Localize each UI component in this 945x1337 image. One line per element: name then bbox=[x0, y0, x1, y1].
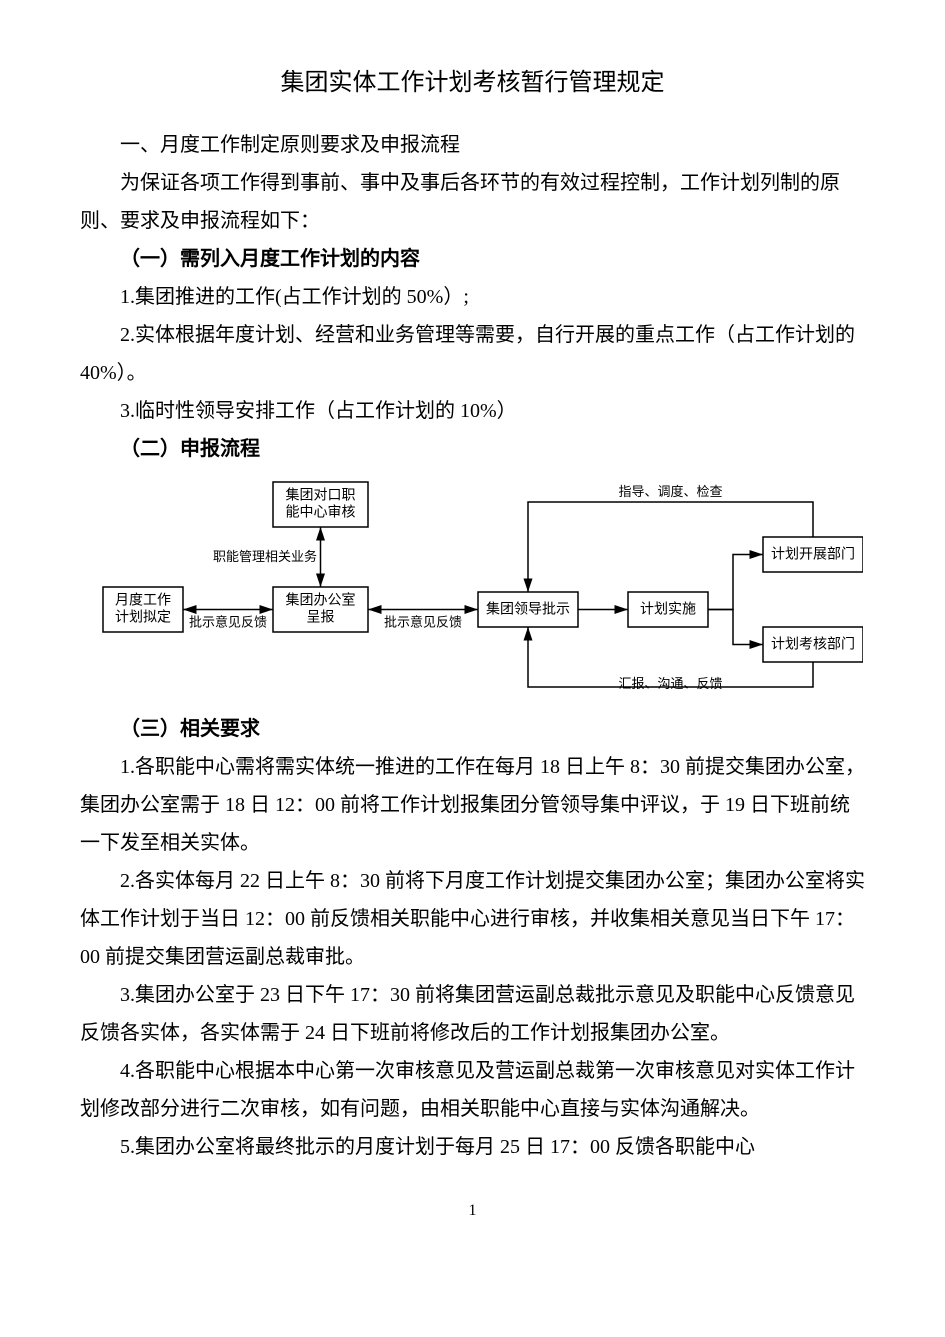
svg-text:批示意见反馈: 批示意见反馈 bbox=[383, 614, 461, 629]
svg-text:职能管理相关业务: 职能管理相关业务 bbox=[212, 549, 316, 564]
svg-text:汇报、沟通、反馈: 汇报、沟通、反馈 bbox=[618, 676, 722, 691]
svg-text:集团领导批示: 集团领导批示 bbox=[486, 600, 570, 617]
requirement-5: 5.集团办公室将最终批示的月度计划于每月 25 日 17：00 反馈各职能中心 bbox=[80, 1128, 865, 1166]
svg-text:集团办公室: 集团办公室 bbox=[285, 591, 355, 608]
flowchart-svg: 月度工作计划拟定 集团办公室呈报 集团对口职能中心审核集团领导批示 计划实施 计划开展部… bbox=[83, 472, 863, 702]
svg-text:计划实施: 计划实施 bbox=[640, 601, 696, 617]
subsection-3-heading: （三）相关要求 bbox=[80, 710, 865, 748]
svg-text:指导、调度、检查: 指导、调度、检查 bbox=[618, 484, 722, 499]
sub1-item-1: 1.集团推进的工作(占工作计划的 50%）; bbox=[80, 278, 865, 316]
sub1-item-3: 3.临时性领导安排工作（占工作计划的 10%） bbox=[80, 392, 865, 430]
sub1-item-2: 2.实体根据年度计划、经营和业务管理等需要，自行开展的重点工作（占工作计划的 4… bbox=[80, 316, 865, 392]
svg-text:月度工作: 月度工作 bbox=[115, 592, 171, 608]
svg-text:批示意见反馈: 批示意见反馈 bbox=[188, 614, 266, 629]
svg-text:计划拟定: 计划拟定 bbox=[115, 609, 171, 625]
svg-text:集团对口职: 集团对口职 bbox=[285, 486, 355, 503]
document-title: 集团实体工作计划考核暂行管理规定 bbox=[80, 60, 865, 106]
subsection-1-heading: （一）需列入月度工作计划的内容 bbox=[80, 240, 865, 278]
svg-text:能中心审核: 能中心审核 bbox=[285, 504, 355, 520]
svg-text:呈报: 呈报 bbox=[306, 609, 334, 625]
page-number: 1 bbox=[80, 1196, 865, 1226]
flowchart-container: 月度工作计划拟定 集团办公室呈报 集团对口职能中心审核集团领导批示 计划实施 计划开展部… bbox=[80, 472, 865, 702]
intro-paragraph: 为保证各项工作得到事前、事中及事后各环节的有效过程控制，工作计划列制的原则、要求… bbox=[80, 164, 865, 240]
svg-text:计划考核部门: 计划考核部门 bbox=[771, 636, 855, 652]
subsection-2-heading: （二）申报流程 bbox=[80, 430, 865, 468]
svg-text:计划开展部门: 计划开展部门 bbox=[771, 546, 855, 562]
requirement-4: 4.各职能中心根据本中心第一次审核意见及营运副总裁第一次审核意见对实体工作计划修… bbox=[80, 1052, 865, 1128]
requirement-2: 2.各实体每月 22 日上午 8：30 前将下月度工作计划提交集团办公室；集团办… bbox=[80, 862, 865, 976]
requirement-1: 1.各职能中心需将需实体统一推进的工作在每月 18 日上午 8：30 前提交集团… bbox=[80, 748, 865, 862]
requirement-3: 3.集团办公室于 23 日下午 17：30 前将集团营运副总裁批示意见及职能中心… bbox=[80, 976, 865, 1052]
section-1-heading: 一、月度工作制定原则要求及申报流程 bbox=[80, 126, 865, 164]
